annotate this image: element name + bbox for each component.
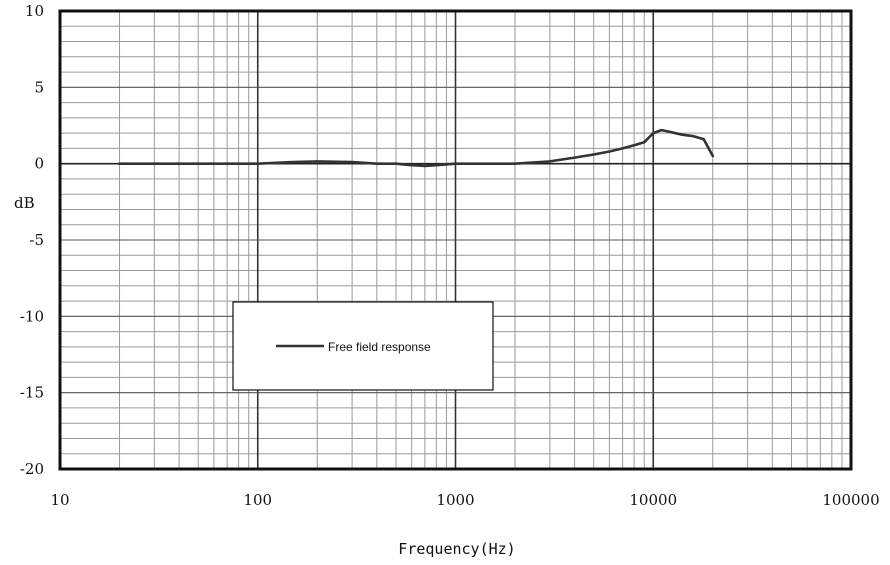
- x-tick-label: 1000: [436, 491, 474, 509]
- y-tick-labels: 10 5 0 -5 -10 -15 -20: [20, 2, 44, 478]
- y-tick-label: -15: [20, 384, 44, 402]
- x-tick-label: 100000: [822, 491, 879, 509]
- x-tick-label: 10000: [629, 491, 677, 509]
- x-tick-label: 100: [243, 491, 272, 509]
- y-tick-label: 0: [34, 155, 44, 173]
- x-tick-labels: 10 100 1000 10000 100000: [50, 491, 879, 509]
- series-layer: [118, 128, 715, 168]
- y-tick-label: -5: [29, 231, 44, 249]
- legend: Free field response: [232, 301, 494, 391]
- plot-frame: [58, 9, 853, 471]
- series-line-0: [118, 128, 715, 168]
- x-tick-label: 10: [50, 491, 69, 509]
- y-tick-label: -20: [20, 460, 44, 478]
- legend-entry-label: Free field response: [328, 340, 431, 354]
- y-tick-label: -10: [20, 307, 44, 325]
- y-axis-label: dB: [14, 194, 35, 212]
- y-tick-label: 10: [25, 2, 44, 20]
- x-axis-label: Frequency(Hz): [398, 540, 515, 558]
- y-tick-label: 5: [34, 78, 44, 96]
